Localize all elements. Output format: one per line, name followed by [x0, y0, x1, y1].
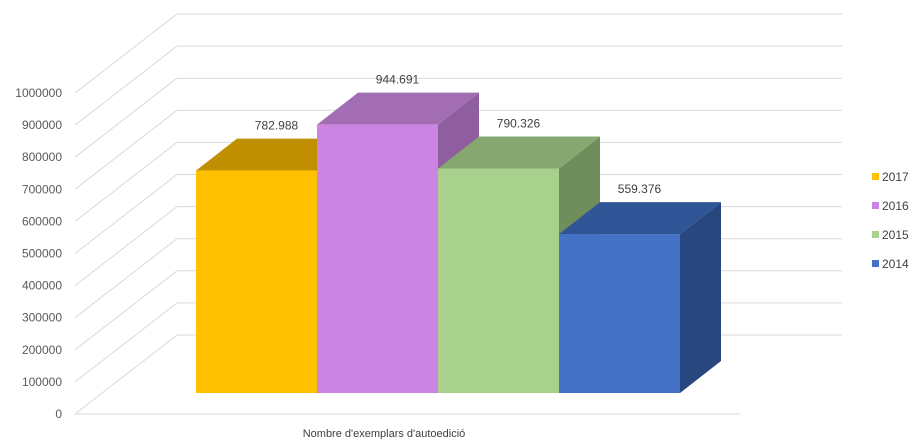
data-label-2014: 559.376: [618, 182, 662, 196]
data-label-2017: 782.988: [255, 119, 299, 133]
y-tick-label: 600000: [22, 214, 62, 228]
y-tick-label: 700000: [22, 182, 62, 196]
legend-label: 2015: [882, 228, 909, 242]
gridline-diagonal: [74, 142, 178, 222]
y-axis-ticks: 0 100000 200000 300000 400000 500000 600000 700…: [15, 86, 62, 421]
gridline-diagonal: [74, 270, 178, 351]
y-tick-label: 200000: [22, 343, 62, 357]
x-category-label: Nombre d'exemplars d'autoedició: [303, 428, 466, 439]
legend-item-2016: 2016: [872, 199, 909, 213]
legend-swatch: [872, 202, 879, 209]
legend-item-2014: 2014: [872, 257, 909, 271]
legend-item-2015: 2015: [872, 228, 909, 242]
bars: [196, 92, 721, 394]
legend-label: 2017: [882, 170, 909, 184]
y-tick-label: 100000: [22, 375, 62, 389]
y-tick-label: 400000: [22, 279, 62, 293]
gridline-diagonal: [74, 13, 178, 94]
legend: 2017 2016 2015 2014: [872, 170, 909, 271]
bar-top-2014: [559, 202, 721, 235]
gridline-diagonal: [74, 206, 178, 286]
bar-top-2015: [438, 136, 600, 169]
bar-side-2014: [680, 202, 721, 393]
y-tick-label: 900000: [22, 118, 62, 132]
legend-label: 2014: [882, 257, 909, 271]
gridline-diagonal: [74, 334, 178, 415]
legend-label: 2016: [882, 199, 909, 213]
gridline-diagonal: [74, 109, 178, 190]
legend-item-2017: 2017: [872, 170, 909, 184]
data-label-2015: 790.326: [497, 116, 541, 130]
bar-front-2014: [559, 234, 680, 393]
bar-front-2016: [317, 124, 438, 394]
gridline-diagonal: [74, 302, 178, 383]
legend-swatch: [872, 231, 879, 238]
gridline-diagonal: [74, 45, 178, 126]
legend-swatch: [872, 260, 879, 267]
y-tick-label: 800000: [22, 150, 62, 164]
bar-front-2015: [438, 168, 559, 393]
y-tick-label: 0: [55, 407, 62, 421]
bar-2014: [559, 202, 721, 393]
data-label-2016: 944.691: [376, 73, 420, 87]
gridline-diagonal: [74, 77, 178, 158]
y-tick-label: 500000: [22, 247, 62, 261]
y-tick-label: 300000: [22, 311, 62, 325]
legend-swatch: [872, 173, 879, 180]
data-labels: 782.988 944.691 790.326 559.376: [255, 73, 662, 196]
gridline-diagonal: [74, 238, 178, 319]
gridline-diagonal: [74, 174, 178, 254]
y-tick-label: 1000000: [15, 86, 62, 100]
bar-top-2016: [317, 92, 479, 125]
bar-front-2017: [196, 170, 317, 393]
